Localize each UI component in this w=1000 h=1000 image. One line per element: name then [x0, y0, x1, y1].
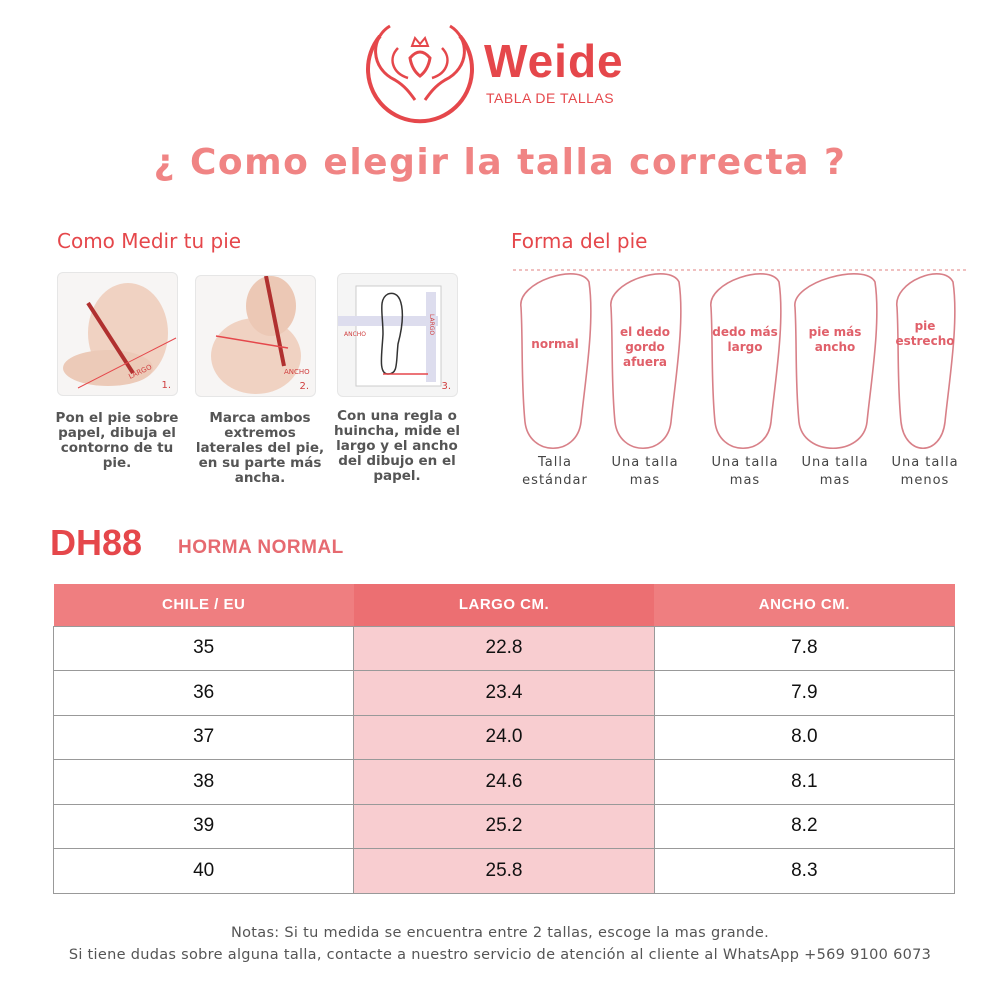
size-table: CHILE / EU LARGO CM. ANCHO CM. 35 22.8 7.8… — [52, 584, 956, 894]
step-caption: Pon el pie sobre papel, dibuja el contor… — [55, 410, 179, 471]
step-caption: Marca ambos extremos laterales del pie, … — [195, 410, 325, 486]
advice-line-2: estándar — [522, 473, 588, 488]
step-photo-label-2: LARGO — [428, 314, 435, 335]
advice-line-1: Una talla — [611, 455, 679, 470]
table-row: 35 22.8 7.8 — [52, 625, 956, 671]
advice-line-2: mas — [819, 473, 851, 488]
brand-name: Weide — [484, 35, 624, 87]
step-photo-2: ANCHO 2. — [195, 275, 316, 397]
step-photo-label: ANCHO — [344, 331, 366, 338]
size-cell: 36 — [52, 670, 355, 716]
foot-size-advice: Una talla mas — [700, 454, 790, 490]
measure-heading: Como Medir tu pie — [57, 229, 242, 253]
foot-photo-icon: ANCHO — [211, 276, 310, 394]
table-row: 38 24.6 8.1 — [52, 759, 956, 805]
foot-photo-icon: LARGO — [63, 283, 177, 389]
advice-line-1: Una talla — [891, 455, 959, 470]
advice-line-2: mas — [629, 473, 661, 488]
table-row: 40 25.8 8.3 — [52, 848, 956, 894]
advice-line-1: Una talla — [801, 455, 869, 470]
advice-line-1: Una talla — [711, 455, 779, 470]
column-header-width: ANCHO CM. — [654, 584, 955, 626]
length-cell: 24.6 — [353, 759, 655, 805]
width-cell: 7.8 — [653, 625, 956, 671]
size-cell: 40 — [52, 848, 355, 894]
foot-type-label: el dedo gordo afuera — [620, 325, 670, 369]
foot-size-advice: Una talla mas — [600, 454, 690, 490]
foot-size-advice: Talla estándar — [510, 454, 600, 490]
fit-type: HORMA NORMAL — [178, 537, 344, 558]
column-header-size: CHILE / EU — [53, 584, 354, 626]
table-header-row: CHILE / EU LARGO CM. ANCHO CM. — [53, 584, 955, 626]
step-photo-1: LARGO 1. — [57, 272, 178, 396]
step-caption: Con una regla o huincha, mide el largo y… — [333, 408, 460, 484]
note-line-1: Notas: Si tu medida se encuentra entre 2… — [230, 925, 770, 941]
table-row: 37 24.0 8.0 — [52, 714, 956, 760]
note-line-2: Si tiene dudas sobre alguna talla, conta… — [68, 947, 932, 963]
width-cell: 8.0 — [653, 714, 956, 760]
step-number: 1. — [161, 380, 171, 391]
width-cell: 7.9 — [653, 670, 956, 716]
notes: Notas: Si tu medida se encuentra entre 2… — [0, 922, 1000, 966]
step-photo-3: ANCHO LARGO 3. — [337, 273, 458, 397]
shape-heading: Forma del pie — [511, 229, 648, 253]
step-photo-label: ANCHO — [284, 368, 310, 376]
foot-outline-icon — [794, 273, 878, 450]
length-cell: 22.8 — [353, 625, 655, 671]
brand-subtitle: TABLA DE TALLAS — [486, 90, 615, 106]
foot-shapes: normal el dedo gordo afuera dedo más largo pie… — [513, 269, 967, 450]
foot-type-label: dedo más largo — [712, 325, 777, 354]
foot-outline-icon — [520, 273, 592, 449]
width-cell: 8.1 — [653, 759, 956, 805]
advice-line-2: menos — [900, 473, 950, 488]
foot-size-advice: Una talla menos — [880, 454, 970, 490]
table-row: 36 23.4 7.9 — [52, 670, 956, 716]
paper-ruler-icon: ANCHO LARGO — [338, 285, 442, 387]
size-cell: 38 — [52, 759, 355, 805]
length-cell: 25.2 — [353, 803, 655, 849]
brand-logo-icon — [366, 24, 474, 124]
size-cell: 37 — [52, 714, 355, 760]
size-cell: 39 — [52, 803, 355, 849]
length-cell: 24.0 — [353, 714, 655, 760]
size-cell: 35 — [52, 625, 355, 671]
step-number: 3. — [441, 381, 451, 392]
table-row: 39 25.2 8.2 — [52, 803, 956, 849]
foot-size-advice: Una talla mas — [790, 454, 880, 490]
step-number: 2. — [299, 381, 309, 392]
width-cell: 8.2 — [653, 803, 956, 849]
advice-line-2: mas — [729, 473, 761, 488]
length-cell: 23.4 — [353, 670, 655, 716]
length-cell: 25.8 — [353, 848, 655, 894]
page-title: ¿ Como elegir la talla correcta ? — [153, 142, 847, 183]
foot-outline-icon — [710, 273, 782, 449]
foot-outline-icon — [610, 273, 682, 449]
foot-type-label: pie más ancho — [809, 325, 862, 354]
foot-type-label: normal — [531, 337, 578, 351]
column-header-length: LARGO CM. — [353, 584, 655, 626]
foot-outline-icon — [896, 273, 956, 449]
foot-type-label: pie estrecho — [896, 319, 955, 348]
width-cell: 8.3 — [653, 848, 956, 894]
advice-line-1: Talla — [538, 455, 572, 470]
model-code: DH88 — [50, 522, 143, 563]
